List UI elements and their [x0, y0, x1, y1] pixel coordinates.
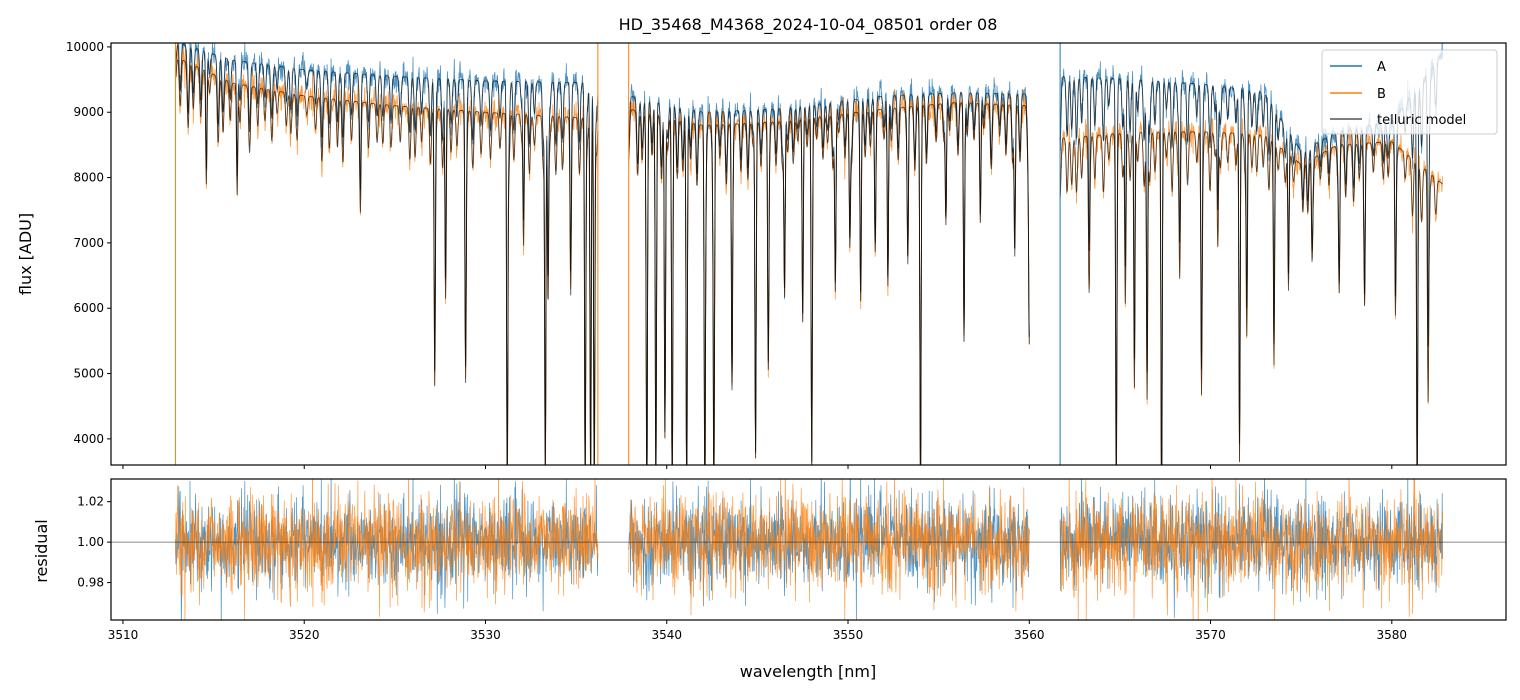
series-a-flux-line [628, 77, 1030, 465]
telluric-model-line-a [175, 43, 599, 465]
y-tick-label-residual: 0.98 [77, 576, 104, 590]
legend: A B telluric model [1321, 49, 1498, 135]
telluric-model-line-a [628, 92, 1030, 465]
x-tick-label: 3530 [470, 628, 501, 642]
y-tick-label-flux: 10000 [66, 40, 104, 54]
y-axis-label-flux: flux [ADU] [16, 213, 35, 295]
series-b-residual-line [628, 479, 1030, 620]
series-b-residual-line [1059, 479, 1443, 620]
telluric-model-line-b [628, 102, 1030, 465]
residual-panel-plot [111, 479, 1506, 620]
y-tick-label-flux: 5000 [73, 367, 104, 381]
legend-label-model: telluric model [1377, 113, 1466, 128]
x-tick-label: 3510 [108, 628, 139, 642]
axis-ticks: 3510 3520 3530 3540 3550 3560 3570 3580 4000 5000… [66, 40, 1407, 642]
chart-title: HD_35468_M4368_2024-10-04_08501 order 08 [619, 15, 998, 35]
y-tick-label-residual: 1.02 [77, 495, 104, 509]
y-tick-label-flux: 4000 [73, 432, 104, 446]
telluric-model-line-b [1059, 131, 1443, 465]
x-tick-label: 3520 [289, 628, 320, 642]
x-tick-label: 3570 [1195, 628, 1226, 642]
flux-axes-frame [110, 42, 1507, 466]
x-tick-label: 3550 [833, 628, 864, 642]
residual-axes-frame [110, 478, 1507, 621]
y-tick-label-residual: 1.00 [77, 535, 104, 549]
y-axis-label-residual: residual [32, 519, 51, 582]
y-tick-label-flux: 6000 [73, 301, 104, 315]
y-tick-label-flux: 9000 [73, 105, 104, 119]
y-tick-label-flux: 8000 [73, 171, 104, 185]
x-tick-label: 3580 [1377, 628, 1408, 642]
legend-label-b: B [1377, 87, 1386, 102]
x-axis-label: wavelength [nm] [740, 662, 877, 681]
legend-label-a: A [1377, 60, 1386, 75]
series-b-residual-line [175, 479, 599, 620]
x-tick-label: 3540 [651, 628, 682, 642]
y-tick-label-flux: 7000 [73, 236, 104, 250]
telluric-model-line-b [175, 59, 599, 465]
x-tick-label: 3560 [1014, 628, 1045, 642]
series-b-flux-line [628, 88, 1030, 465]
flux-panel-plot [175, 43, 1443, 465]
legend-box [1321, 49, 1498, 135]
